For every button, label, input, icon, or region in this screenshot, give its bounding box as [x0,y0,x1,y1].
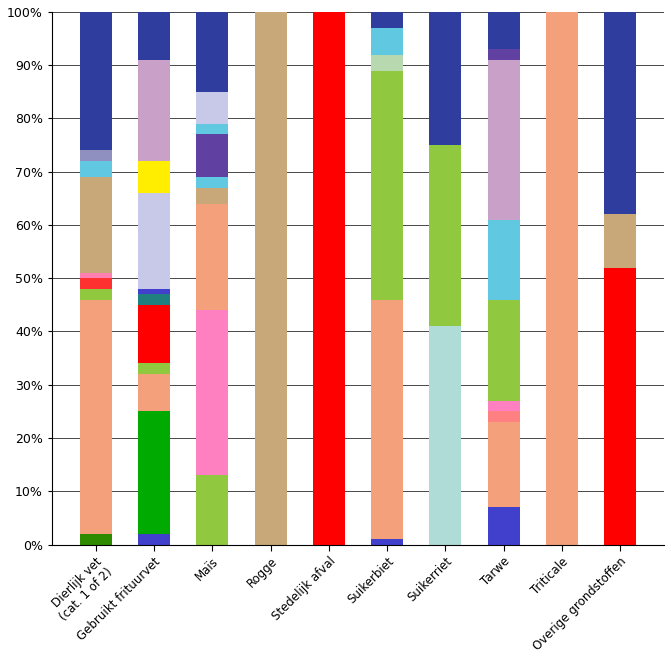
Bar [488,50,519,60]
Bar [371,71,403,300]
Bar [138,305,170,364]
Bar [80,161,112,177]
Bar [196,135,228,177]
Bar [488,401,519,411]
Bar [196,92,228,124]
Bar [371,28,403,55]
Bar [138,534,170,544]
Bar [546,12,578,544]
Bar [138,294,170,305]
Bar [138,193,170,289]
Bar [371,12,403,28]
Bar [138,161,170,193]
Bar [371,300,403,539]
Bar [371,55,403,71]
Bar [196,204,228,310]
Bar [196,187,228,204]
Bar [138,374,170,411]
Bar [604,214,636,267]
Bar [80,534,112,544]
Bar [488,300,519,401]
Bar [80,273,112,279]
Bar [488,220,519,300]
Bar [80,279,112,289]
Bar [138,289,170,294]
Bar [80,177,112,273]
Bar [196,124,228,135]
Bar [196,177,228,187]
Bar [80,150,112,161]
Bar [488,508,519,544]
Bar [80,12,112,150]
Bar [429,12,462,145]
Bar [488,12,519,50]
Bar [313,12,345,544]
Bar [138,12,170,60]
Bar [488,60,519,220]
Bar [488,411,519,422]
Bar [429,326,462,544]
Bar [604,12,636,214]
Bar [196,310,228,475]
Bar [138,60,170,161]
Bar [254,12,287,544]
Bar [196,12,228,92]
Bar [604,267,636,544]
Bar [488,422,519,508]
Bar [138,411,170,534]
Bar [138,364,170,374]
Bar [80,300,112,534]
Bar [196,475,228,544]
Bar [429,145,462,326]
Bar [80,289,112,300]
Bar [371,539,403,544]
